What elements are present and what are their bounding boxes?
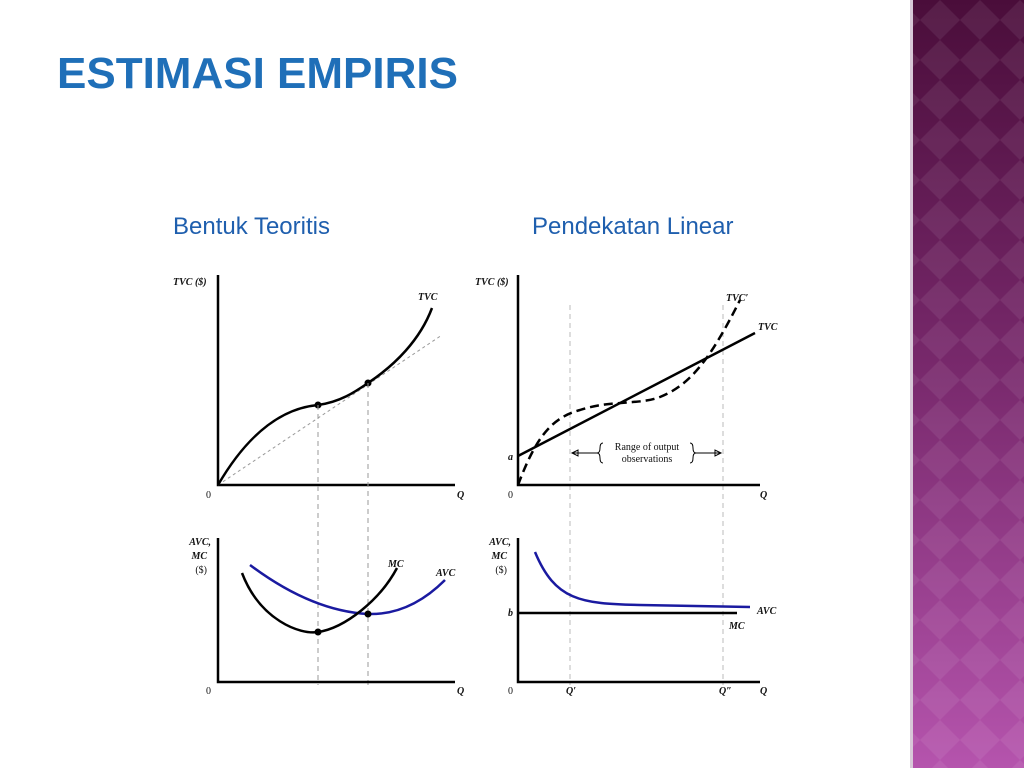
y-label: MC: [490, 551, 507, 562]
origin: 0: [508, 686, 513, 697]
heading: Bentuk Teoritis: [173, 213, 330, 240]
y-label: TVC ($): [173, 277, 207, 288]
tvc-curve: [216, 307, 434, 486]
axes: [216, 275, 455, 487]
tvc-line: [517, 331, 756, 458]
origin: 0: [206, 686, 211, 697]
range-label: observations: [622, 454, 673, 465]
guide-lines: [569, 305, 724, 685]
origin: 0: [508, 490, 513, 501]
title: ESTIMASI EMPIRIS: [57, 49, 458, 98]
q-high: Q″: [719, 686, 732, 697]
curve-label: TVC′: [726, 293, 748, 304]
curve-label: MC: [728, 621, 745, 632]
avc-curve: [533, 551, 751, 609]
x-label: Q: [457, 686, 464, 697]
left-top-panel: TVC ($) TVC 0 Q: [173, 275, 464, 501]
x-label: Q: [457, 490, 464, 501]
curve-label: TVC: [758, 322, 778, 333]
y-label: TVC ($): [475, 277, 509, 288]
y-label: ($): [195, 565, 207, 576]
axes: [216, 538, 455, 684]
heading: Pendekatan Linear: [532, 213, 734, 240]
sidebar-edge: [910, 0, 913, 768]
tvc-prime-curve: [516, 299, 742, 486]
ray: [217, 334, 443, 486]
y-label: AVC,: [488, 537, 511, 548]
q-low: Q′: [566, 686, 576, 697]
origin: 0: [206, 490, 211, 501]
right-top-panel: Range of output observations TVC ($) TVC…: [475, 275, 778, 685]
guide-lines: [317, 383, 369, 685]
mc-curve: [240, 567, 399, 634]
intercept: a: [508, 452, 513, 463]
axes: [516, 538, 760, 684]
x-label: Q: [760, 490, 767, 501]
point: [364, 610, 372, 618]
range-label: Range of output: [615, 442, 680, 453]
right-bottom-panel: AVC, MC ($) b AVC MC 0 Q′ Q″ Q: [488, 537, 776, 697]
curve-label: TVC: [418, 292, 438, 303]
y-label: AVC,: [188, 537, 211, 548]
curve-label: AVC: [435, 568, 456, 579]
sidebar-pattern: [912, 0, 1024, 768]
curve-label: AVC: [756, 606, 777, 617]
left-bottom-panel: AVC, MC ($) MC AVC 0 Q: [188, 537, 464, 697]
point: [314, 628, 322, 636]
range-bracket: [570, 442, 723, 464]
curve-label: MC: [387, 559, 404, 570]
y-label: MC: [190, 551, 207, 562]
y-label: ($): [495, 565, 507, 576]
avc-curve: [249, 563, 446, 616]
intercept: b: [508, 608, 513, 619]
x-label: Q: [760, 686, 767, 697]
